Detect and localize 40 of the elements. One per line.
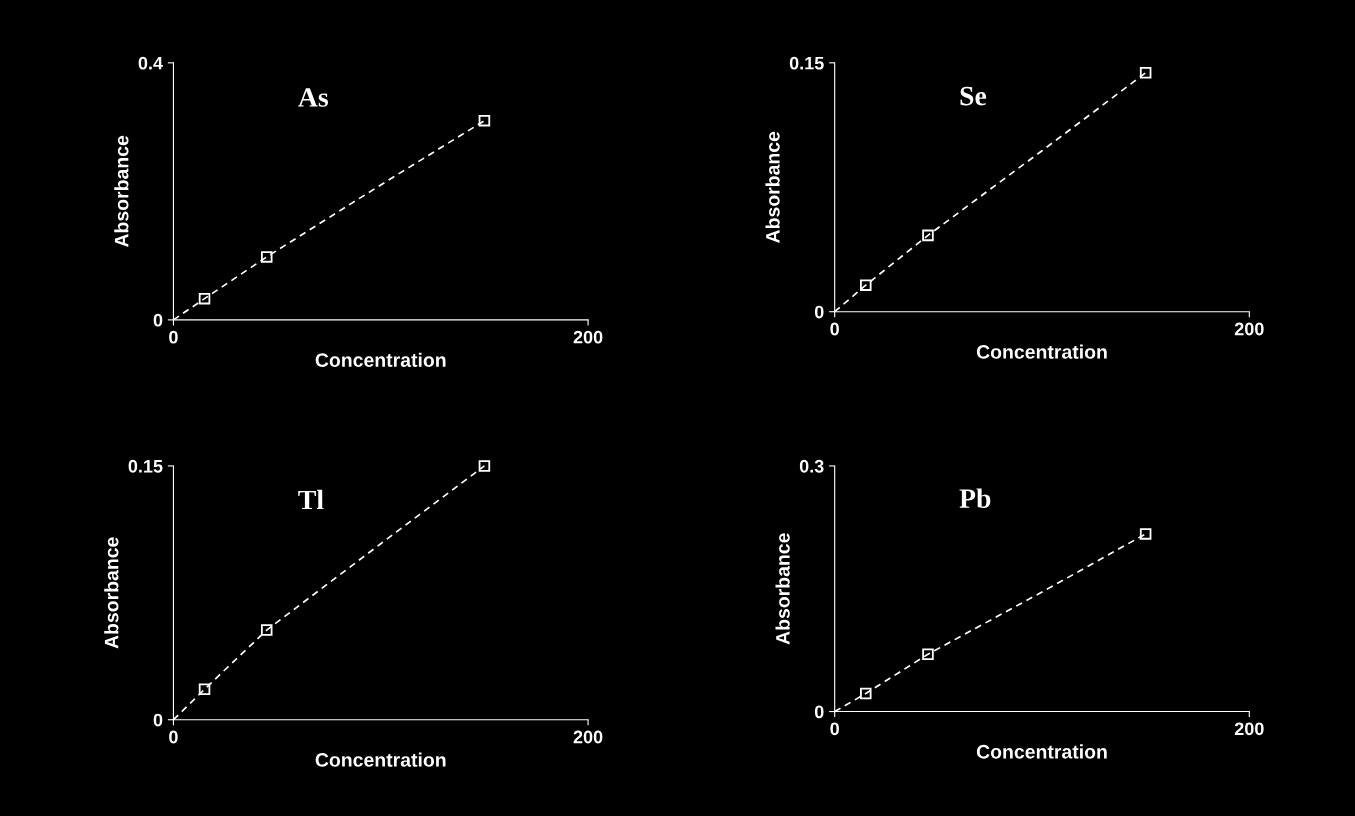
point <box>260 251 273 263</box>
x-axis-title: Concentration <box>315 352 446 367</box>
y-tick-label: 0.15 <box>789 56 824 70</box>
x-tick-label: 0 <box>169 730 178 744</box>
x-tick-label: 0 <box>830 322 839 336</box>
text: Tl <box>298 489 324 510</box>
x-tick-label: 0 <box>830 722 839 736</box>
x-tick-label: 0 <box>169 330 178 344</box>
text: As <box>298 88 329 107</box>
x-tick-label: 200 <box>1234 322 1264 336</box>
point <box>1139 67 1152 79</box>
y-tick-label: 0 <box>153 713 163 727</box>
y-tick-label: 0.4 <box>138 56 163 70</box>
text: Se <box>960 86 987 106</box>
point <box>922 229 934 242</box>
x-tick-label: 200 <box>573 330 603 344</box>
y-axis-title: Absorbance <box>104 537 119 649</box>
point <box>860 687 872 700</box>
point <box>478 460 491 472</box>
y-axis-title: Absorbance <box>114 135 129 248</box>
point <box>860 279 872 291</box>
y-tick-label: 0.15 <box>128 459 163 473</box>
x-axis-title: Concentration <box>315 752 446 767</box>
x-tick-label: 200 <box>1234 722 1264 736</box>
y-tick-label: 0 <box>814 305 824 319</box>
point <box>198 683 211 696</box>
y-tick-label: 0.3 <box>799 459 824 473</box>
point <box>1139 528 1152 540</box>
point <box>478 114 491 127</box>
point <box>260 624 273 636</box>
y-axis-title: Absorbance <box>775 533 790 645</box>
point <box>198 292 211 305</box>
x-tick-label: 200 <box>573 730 603 744</box>
point <box>922 648 934 661</box>
x-axis-title: Concentration <box>976 344 1107 359</box>
y-tick-label: 0 <box>814 705 824 719</box>
y-tick-label: 0 <box>153 313 163 327</box>
x-axis-title: Concentration <box>976 744 1107 759</box>
y-axis-title: Absorbance <box>765 131 780 243</box>
text: Pb <box>959 488 991 508</box>
